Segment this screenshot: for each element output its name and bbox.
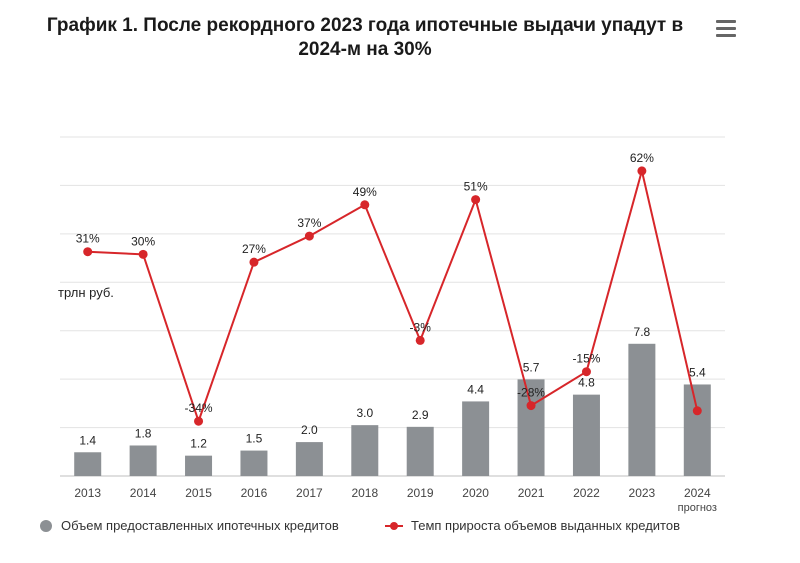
bar[interactable] bbox=[406, 426, 434, 476]
line-point[interactable] bbox=[360, 200, 370, 210]
bar-value-label: 1.4 bbox=[79, 433, 96, 447]
bar-value-label: 2.0 bbox=[301, 423, 318, 437]
line-value-label: 49% bbox=[353, 185, 377, 199]
line-point[interactable] bbox=[83, 247, 93, 257]
growth-line bbox=[87, 169, 699, 423]
bar[interactable] bbox=[185, 455, 213, 476]
bar-data-labels: 1.4 1.8 1.2 1.5 2.0 3.0 2.9 4.4 5.7 4.8 7.8 5.4 bbox=[79, 325, 706, 451]
y-axis-label: трлн руб. bbox=[58, 285, 114, 300]
bar[interactable] bbox=[74, 452, 102, 476]
line-value-label: -28% bbox=[517, 386, 545, 400]
bar-value-label: 4.4 bbox=[467, 382, 484, 396]
line-point[interactable] bbox=[692, 406, 702, 416]
x-tick-label: 2023 bbox=[629, 486, 656, 500]
line-series bbox=[83, 166, 702, 426]
x-tick-label: 2020 bbox=[462, 486, 489, 500]
x-tick-label: 2017 bbox=[296, 486, 323, 500]
bar[interactable] bbox=[628, 343, 656, 476]
x-tick-label: 2016 bbox=[241, 486, 268, 500]
line-value-label: 51% bbox=[464, 180, 488, 194]
line-point[interactable] bbox=[581, 367, 591, 377]
x-tick-label: 2018 bbox=[351, 486, 378, 500]
x-tick-label: 2013 bbox=[74, 486, 101, 500]
line-value-label: 37% bbox=[297, 216, 321, 230]
x-tick-label: 2019 bbox=[407, 486, 434, 500]
line-point[interactable] bbox=[415, 335, 425, 345]
line-value-label: 27% bbox=[242, 242, 266, 256]
line-point[interactable] bbox=[249, 257, 259, 267]
legend-item-bars[interactable]: Объем предоставленных ипотечных кредитов bbox=[40, 518, 339, 533]
x-axis: 2013 2014 2015 2016 2017 2018 2019 2020 2021 2022… bbox=[74, 486, 717, 514]
line-value-label: -3% bbox=[410, 320, 432, 334]
bar-value-label: 5.4 bbox=[689, 365, 706, 379]
legend-bar-swatch bbox=[40, 519, 52, 532]
bar-value-label: 5.7 bbox=[523, 360, 540, 374]
line-data-labels: 31% 30% -34% 27% 37% 49% -3% 51% -28% -15% 62% bbox=[76, 151, 655, 415]
line-point[interactable] bbox=[194, 416, 204, 426]
bar-value-label: 3.0 bbox=[356, 406, 373, 420]
legend-bar-label: Объем предоставленных ипотечных кредитов bbox=[61, 518, 339, 533]
bar-value-label: 1.2 bbox=[190, 437, 207, 451]
bar[interactable] bbox=[351, 425, 379, 476]
bar[interactable] bbox=[517, 379, 545, 476]
bar[interactable] bbox=[129, 445, 157, 476]
line-point[interactable] bbox=[526, 401, 536, 411]
bar-value-label: 7.8 bbox=[634, 325, 651, 339]
line-value-label: 31% bbox=[76, 232, 100, 246]
x-tick-label: 2021 bbox=[518, 486, 545, 500]
x-tick-label: 2014 bbox=[130, 486, 157, 500]
bar-value-label: 1.5 bbox=[246, 432, 263, 446]
bar[interactable] bbox=[572, 394, 600, 476]
chart-legend: Объем предоставленных ипотечных кредитов… bbox=[40, 518, 760, 540]
x-tick-label: 2022 bbox=[573, 486, 600, 500]
line-point[interactable] bbox=[471, 195, 481, 205]
bar[interactable] bbox=[240, 450, 268, 476]
legend-item-line[interactable]: Темп прироста объемов выданных кредитов bbox=[385, 518, 680, 533]
bar[interactable] bbox=[462, 401, 490, 476]
bar-value-label: 2.9 bbox=[412, 408, 429, 422]
bar-value-label: 4.8 bbox=[578, 376, 595, 390]
legend-line-label: Темп прироста объемов выданных кредитов bbox=[411, 518, 680, 533]
chart-title: График 1. После рекордного 2023 года ипо… bbox=[20, 14, 710, 62]
chart-title-line-2: 2024-м на 30% bbox=[298, 39, 432, 60]
bar-series bbox=[74, 343, 711, 476]
line-point[interactable] bbox=[138, 249, 148, 259]
line-point[interactable] bbox=[637, 166, 647, 176]
legend-line-swatch bbox=[385, 520, 403, 532]
line-value-label: 30% bbox=[131, 234, 155, 248]
line-point[interactable] bbox=[304, 231, 314, 241]
bar[interactable] bbox=[683, 384, 711, 476]
line-value-label: -15% bbox=[572, 352, 600, 366]
line-value-label: 62% bbox=[630, 151, 654, 165]
bar-value-label: 1.8 bbox=[135, 426, 152, 440]
line-value-label: -34% bbox=[185, 401, 213, 415]
chart-title-line-1: График 1. После рекордного 2023 года ипо… bbox=[46, 15, 684, 36]
chart-gridlines bbox=[60, 136, 725, 477]
x-tick-label: 2024 bbox=[684, 486, 711, 500]
x-tick-sublabel: прогноз bbox=[678, 502, 717, 514]
bar[interactable] bbox=[295, 442, 323, 476]
hamburger-menu-icon[interactable] bbox=[716, 20, 736, 38]
x-tick-label: 2015 bbox=[185, 486, 212, 500]
